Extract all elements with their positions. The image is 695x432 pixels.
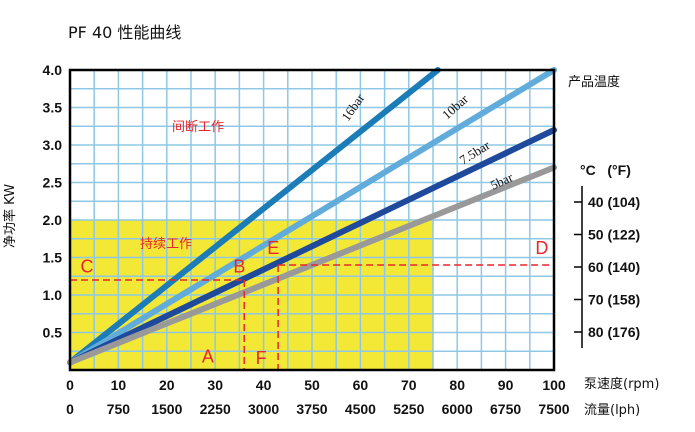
x-axis-speed-ticks: 0 10 20 30 40 50 60 70 80 90 100 — [66, 377, 566, 393]
x-tick-speed-label: 0 — [66, 377, 74, 393]
x-tick-speed-label: 10 — [111, 377, 127, 393]
y-tick-label: 3.0 — [43, 137, 63, 153]
x-tick-flow-label: 1500 — [151, 401, 182, 417]
series-line-7.5bar — [67, 127, 557, 366]
plot-area — [67, 67, 557, 372]
x-tick-speed-label: 70 — [401, 377, 417, 393]
chart-title: PF 40 性能曲线 — [68, 23, 181, 42]
y-tick-label: 2.5 — [43, 175, 63, 191]
temperature-entries: 40 (104) 50 (122) 60 (140) 70 (158) 80 (176) — [574, 194, 640, 340]
x-tick-speed-label: 50 — [304, 377, 320, 393]
x-tick-flow-label: 5250 — [393, 401, 424, 417]
temperature-scale-header: °C (°F) — [580, 162, 631, 178]
point-label-C: C — [80, 257, 93, 277]
x-tick-flow-label: 2250 — [200, 401, 231, 417]
y-tick-label: 0.5 — [43, 325, 63, 341]
series-line-16bar — [67, 67, 441, 366]
x-axis-flow-ticks: 0 750 1500 2250 3000 3750 4500 5250 6000 6750 7500 — [66, 401, 570, 417]
continuous-region-label: 持续工作 — [140, 237, 192, 252]
intermittent-region-label: 间断工作 — [172, 120, 224, 135]
y-tick-label: 4.0 — [43, 62, 63, 78]
x-tick-flow-label: 750 — [107, 401, 131, 417]
series-line-10bar — [67, 67, 557, 366]
temperature-entry: 80 (176) — [588, 324, 640, 340]
grid-lines — [69, 69, 555, 371]
point-label-A: A — [202, 347, 214, 367]
temperature-entry: 40 (104) — [588, 194, 640, 210]
x-tick-flow-label: 6000 — [442, 401, 473, 417]
x-tick-flow-label: 7500 — [538, 401, 569, 417]
temperature-entry: 60 (140) — [588, 259, 640, 275]
x-tick-flow-label: 3000 — [248, 401, 279, 417]
x-tick-speed-label: 90 — [498, 377, 514, 393]
x-axis-speed-label: 泵速度(rpm) — [584, 376, 659, 392]
y-tick-label: 2.0 — [43, 212, 63, 228]
y-tick-label: 1.0 — [43, 287, 63, 303]
x-tick-speed-label: 60 — [353, 377, 369, 393]
x-axis-flow-label: 流量(lph) — [584, 403, 640, 418]
temperature-entry: 70 (158) — [588, 292, 640, 308]
y-axis-label: 净功率 KW — [2, 184, 18, 248]
point-label-F: F — [256, 348, 267, 368]
x-tick-flow-label: 4500 — [345, 401, 376, 417]
point-label-B: B — [233, 257, 245, 277]
temperature-entry: 50 (122) — [588, 227, 640, 243]
y-tick-label: 1.5 — [43, 250, 63, 266]
x-tick-speed-label: 80 — [449, 377, 465, 393]
x-tick-speed-label: 40 — [256, 377, 272, 393]
y-axis-ticks: 4.0 3.5 3.0 2.5 2.0 1.5 1.0 0.5 — [43, 62, 63, 341]
temperature-scale: 产品温度 °C (°F) 40 (104) 50 (122) 60 (140) 70 … — [568, 74, 640, 348]
x-tick-flow-label: 6750 — [490, 401, 521, 417]
point-label-E: E — [267, 238, 279, 258]
plot-frame — [68, 68, 556, 372]
point-label-D: D — [535, 238, 548, 258]
y-tick-label: 3.5 — [43, 100, 63, 116]
x-tick-speed-label: 30 — [207, 377, 223, 393]
x-tick-speed-label: 100 — [542, 377, 566, 393]
reference-dashes — [70, 264, 550, 370]
point-labels: A B C D E F — [80, 238, 548, 368]
x-tick-flow-label: 3750 — [296, 401, 327, 417]
x-tick-speed-label: 20 — [159, 377, 175, 393]
x-tick-flow-label: 0 — [66, 401, 74, 417]
temperature-scale-title: 产品温度 — [568, 74, 620, 90]
